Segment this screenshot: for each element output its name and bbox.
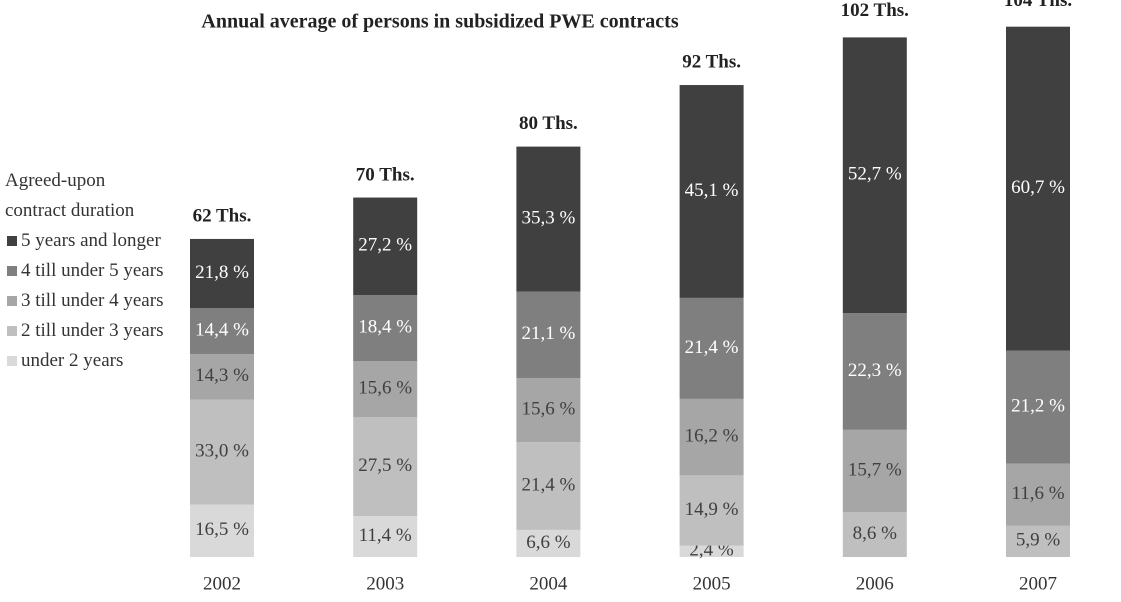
value-label: 27,2 %	[358, 235, 412, 256]
total-label: 92 Ths.	[682, 51, 741, 72]
bar-segment	[679, 398, 744, 476]
value-label: 15,6 %	[521, 398, 575, 419]
value-label: 27,5 %	[358, 455, 412, 476]
legend-label: 3 till under 4 years	[21, 290, 164, 311]
value-label: 11,4 %	[359, 525, 412, 546]
bar-segment	[842, 313, 907, 430]
bar-segment	[679, 475, 744, 546]
legend-label: 5 years and longer	[21, 230, 161, 251]
bar-segment	[516, 146, 581, 292]
bar-segment	[842, 37, 907, 314]
x-tick-label: 2002	[203, 573, 241, 594]
bar-segment	[516, 378, 581, 443]
x-tick-label: 2007	[1019, 573, 1057, 594]
bar-segment	[842, 429, 907, 512]
bar-segment	[679, 297, 744, 399]
legend-item: 3 till under 4 years	[5, 286, 165, 316]
value-label: 11,6 %	[1011, 483, 1064, 504]
bar-segment	[1006, 350, 1070, 464]
value-label: 6,6 %	[526, 532, 571, 553]
value-label: 21,2 %	[1011, 395, 1065, 416]
bar-segment	[353, 417, 418, 517]
bar-segment	[1006, 26, 1070, 351]
bar-segment	[516, 291, 581, 379]
total-label: 102 Ths.	[841, 0, 909, 21]
bar-segment	[353, 361, 418, 418]
legend-item: 5 years and longer	[5, 226, 165, 256]
value-label: 21,4 %	[521, 474, 575, 495]
chart-title: Annual average of persons in subsidized …	[201, 11, 678, 33]
bar-segment	[190, 308, 254, 355]
value-label: 16,5 %	[195, 519, 249, 540]
bar-segment	[353, 197, 418, 296]
x-tick-label: 2005	[693, 573, 731, 594]
value-label: 18,4 %	[358, 317, 412, 338]
bar-segment	[1006, 525, 1070, 557]
bar-segment	[353, 516, 418, 557]
legend-swatch	[7, 236, 17, 246]
bar-segment	[516, 442, 581, 530]
value-label: 14,9 %	[685, 499, 739, 520]
value-label: 5,9 %	[1016, 530, 1061, 551]
value-label: 21,4 %	[685, 337, 739, 358]
bar-segment	[842, 511, 907, 557]
legend-swatch	[7, 266, 17, 276]
legend-label: under 2 years	[21, 350, 124, 371]
legend-swatch	[7, 296, 17, 306]
x-tick-label: 2003	[366, 573, 404, 594]
bar-segment	[679, 545, 744, 557]
total-label: 104 Ths.	[1004, 0, 1072, 11]
bar-segment	[190, 504, 254, 557]
value-label: 14,3 %	[195, 365, 249, 386]
value-label: 22,3 %	[848, 360, 902, 381]
value-label: 16,2 %	[685, 425, 739, 446]
value-label: 33,0 %	[195, 440, 249, 461]
value-label: 8,6 %	[853, 523, 898, 544]
bar-segment	[353, 295, 418, 362]
total-label: 80 Ths.	[519, 113, 578, 134]
bar-segment	[679, 85, 744, 298]
x-tick-label: 2004	[529, 573, 568, 594]
legend-item: under 2 years	[5, 346, 165, 376]
x-tick-label: 2006	[856, 573, 894, 594]
value-label: 15,7 %	[848, 459, 902, 480]
legend-item: 4 till under 5 years	[5, 256, 165, 286]
bar-segment	[1006, 463, 1070, 526]
value-label: 35,3 %	[521, 207, 575, 228]
legend-label: 4 till under 5 years	[21, 260, 164, 281]
bar-segment	[190, 238, 254, 309]
value-label: 21,8 %	[195, 262, 249, 283]
value-label: 45,1 %	[685, 180, 739, 201]
total-label: 70 Ths.	[356, 164, 415, 185]
legend-title: Agreed-upon contract duration	[5, 170, 135, 221]
value-label: 14,4 %	[195, 320, 249, 341]
legend-swatch	[7, 326, 17, 336]
value-label: 21,1 %	[521, 323, 575, 344]
value-label: 15,6 %	[358, 378, 412, 399]
bar-segment	[190, 399, 254, 505]
legend-swatch	[7, 356, 17, 366]
legend-label: 2 till under 3 years	[21, 320, 164, 341]
value-label: 60,7 %	[1011, 177, 1065, 198]
legend-item: 2 till under 3 years	[5, 316, 165, 346]
bar-segment	[516, 529, 581, 557]
total-label: 62 Ths.	[193, 205, 252, 226]
value-label: 52,7 %	[848, 164, 902, 185]
legend: Agreed-upon contract duration 5 years an…	[5, 166, 165, 376]
bar-segment	[190, 354, 254, 400]
